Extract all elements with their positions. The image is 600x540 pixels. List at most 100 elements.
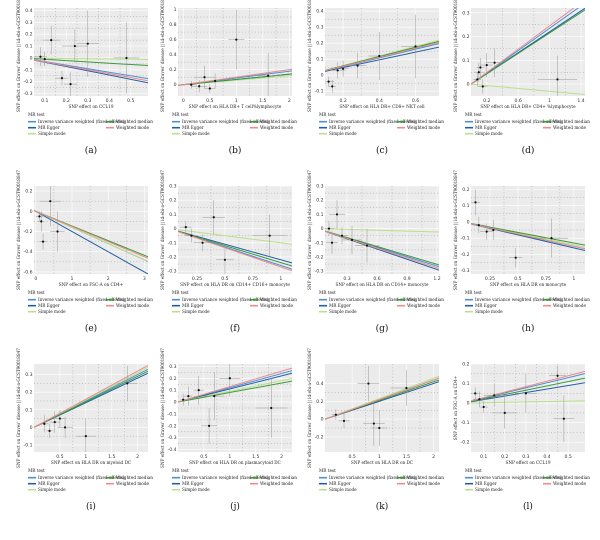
regression-line — [471, 9, 585, 85]
legend-entry-label: Weighted mode — [553, 481, 587, 486]
legend-entry-label: MR Egger — [475, 125, 497, 130]
legend-entry-label: Weighted median — [260, 475, 297, 480]
y-axis-label: SNP effect on FSC-A on CD4+ — [453, 375, 458, 440]
y-tick-label: -0.2 — [315, 434, 324, 440]
x-axis-label: SNP effect on HLA DR+ CD8+ NKT cell — [339, 104, 425, 109]
y-tick-label: 0.2 — [25, 189, 32, 195]
data-point — [198, 85, 201, 88]
legend-entry-label: Simple mode — [182, 487, 210, 492]
data-point — [268, 234, 271, 237]
legend-entry-label: Weighted mode — [553, 303, 587, 308]
plot-area — [34, 186, 148, 274]
data-point — [49, 200, 52, 203]
regression-line — [178, 230, 292, 267]
panel-label: (k) — [376, 501, 388, 512]
y-tick-label: -0.3 — [461, 268, 470, 274]
y-tick-label: 0 — [30, 209, 33, 215]
y-tick-label: 0.4 — [316, 381, 323, 387]
data-point — [184, 226, 187, 229]
data-point — [73, 44, 76, 48]
panel-i: 0.5 1 1.5 2 -0.1 0 0.1 0.2 0.3 SNP effect on HLA … — [16, 348, 153, 512]
x-tick-label: 3 — [143, 276, 146, 282]
legend-entry-label: Weighted median — [260, 297, 297, 302]
legend-title: MR test — [28, 290, 45, 295]
x-tick-label: 0.25 — [485, 276, 495, 282]
y-tick-label: 0.1 — [462, 203, 469, 209]
regression-line — [471, 377, 585, 402]
legend-entry-label: MR Egger — [38, 481, 60, 486]
regression-line — [471, 370, 585, 402]
y-tick-label: -0.3 — [168, 269, 177, 275]
x-tick-label: 0.5 — [206, 98, 213, 104]
x-tick-label: 2 — [280, 454, 283, 460]
y-tick-label: 0.1 — [316, 57, 323, 63]
panel-j: 0.5 1 1.5 2 -0.4 -0.3 -0.2 -0.1 0 0.1 0.2 0.3 SNP ef… — [160, 348, 297, 512]
x-tick-label: 2 — [288, 98, 291, 104]
x-tick-label: 0.5 — [56, 454, 63, 460]
legend-entry-label: Weighted mode — [260, 303, 294, 308]
regression-line — [34, 364, 148, 428]
regression-line — [325, 42, 439, 72]
y-axis-label: SNP effect on Graves' disease || id:ebi-… — [160, 170, 165, 290]
x-axis-label: SNP effect on HLA DR on plasmacytoid DC — [189, 460, 281, 465]
data-point — [203, 76, 206, 79]
y-tick-label: -0.1 — [168, 411, 177, 417]
x-tick-label: 0.6 — [373, 276, 380, 282]
data-point — [214, 79, 217, 83]
x-tick-label: 0.5 — [200, 454, 207, 460]
legend-entry-label: Inverse variance weighted (fixed effects… — [329, 475, 416, 480]
plot-area — [471, 365, 585, 443]
x-tick-label: 0.5 — [348, 454, 355, 460]
data-point — [270, 406, 273, 410]
data-point — [223, 258, 227, 261]
data-point — [58, 417, 62, 420]
legend-entry-label: MR Egger — [475, 481, 497, 486]
regression-line — [34, 209, 148, 274]
x-tick-label: 0.2 — [483, 98, 490, 104]
panel-label: (h) — [522, 323, 535, 334]
x-tick-label: 1 — [84, 454, 87, 460]
regression-line — [178, 367, 292, 403]
y-tick-label: 0.1 — [462, 381, 469, 387]
y-tick-label: 0.3 — [169, 364, 176, 370]
panel-label: (d) — [522, 145, 535, 156]
data-point — [201, 241, 204, 244]
x-tick-label: 0.4 — [106, 98, 113, 104]
y-axis-label: SNP effect on Graves' disease || id:ebi-… — [16, 170, 21, 290]
plot-area — [178, 9, 292, 96]
legend-entry-label: Simple mode — [182, 309, 210, 314]
regression-line — [471, 223, 585, 250]
legend-entry-label: Weighted mode — [116, 303, 150, 308]
data-point — [479, 66, 482, 69]
y-tick-label: -0.2 — [24, 229, 33, 235]
legend-entry-label: Weighted mode — [116, 481, 150, 486]
data-point — [63, 426, 67, 429]
regression-line — [471, 382, 585, 403]
data-point — [524, 392, 527, 395]
legend-entry-label: Weighted mode — [407, 481, 441, 486]
data-point — [378, 426, 381, 430]
x-tick-label: 2 — [432, 454, 435, 460]
regression-line — [471, 8, 575, 85]
plot-area — [178, 364, 292, 444]
plot-background — [325, 364, 439, 452]
data-point — [477, 224, 480, 227]
y-tick-label: 0.2 — [316, 41, 323, 47]
data-point — [190, 83, 193, 86]
y-tick-label: -0.1 — [168, 240, 177, 246]
legend-entry-label: MR Egger — [38, 303, 60, 308]
legend-title: MR test — [172, 468, 189, 473]
plot-area — [325, 200, 439, 271]
data-point — [86, 42, 89, 45]
data-point — [331, 85, 334, 88]
data-point — [493, 394, 496, 397]
y-tick-label: 0.1 — [462, 58, 469, 64]
regression-line — [34, 210, 148, 259]
y-tick-label: -0.2 — [168, 254, 177, 260]
y-tick-label: -0.1 — [315, 240, 324, 246]
y-tick-label: -0.2 — [461, 252, 470, 258]
panel-label: (j) — [230, 501, 240, 512]
data-point — [190, 234, 193, 237]
